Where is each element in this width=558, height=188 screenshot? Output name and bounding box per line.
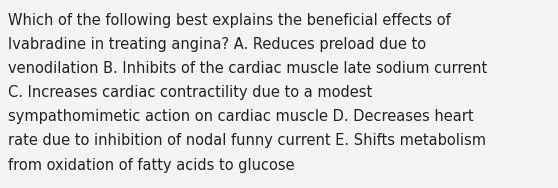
Text: sympathomimetic action on cardiac muscle D. Decreases heart: sympathomimetic action on cardiac muscle… [8,109,473,124]
Text: C. Increases cardiac contractility due to a modest: C. Increases cardiac contractility due t… [8,85,372,100]
Text: from oxidation of fatty acids to glucose: from oxidation of fatty acids to glucose [8,158,295,173]
Text: Ivabradine in treating angina? A. Reduces preload due to: Ivabradine in treating angina? A. Reduce… [8,37,426,52]
Text: Which of the following best explains the beneficial effects of: Which of the following best explains the… [8,13,450,28]
Text: rate due to inhibition of nodal funny current E. Shifts metabolism: rate due to inhibition of nodal funny cu… [8,133,486,149]
Text: venodilation B. Inhibits of the cardiac muscle late sodium current: venodilation B. Inhibits of the cardiac … [8,61,487,76]
